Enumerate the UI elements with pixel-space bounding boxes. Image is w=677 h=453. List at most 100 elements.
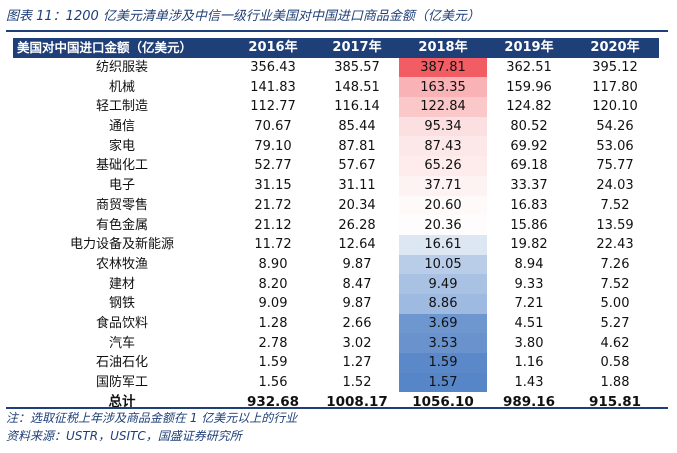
- value-cell: 2.66: [342, 315, 372, 331]
- value-cell: 21.12: [254, 217, 292, 233]
- figure-title: 图表 11：1200 亿美元清单涉及中信一级行业美国对中国进口商品金额（亿美元）: [6, 9, 480, 24]
- total-value: 1008.17: [326, 393, 388, 410]
- row-label: 电子: [108, 178, 135, 194]
- column-header: 2016年: [231, 38, 315, 58]
- row-header: 美国对中国进口金额（亿美元）: [13, 38, 231, 58]
- value-cell: 13.59: [596, 217, 634, 233]
- row-label: 农林牧渔: [95, 256, 148, 272]
- table-row: 汽车 2.78 3.02 3.53 3.80 4.62: [13, 333, 659, 353]
- value-cell: 9.87: [342, 296, 372, 312]
- table-row: 电力设备及新能源 11.72 12.64 16.61 19.82 22.43: [13, 234, 659, 255]
- value-cell: 1.16: [514, 355, 544, 371]
- value-cell: 1.27: [342, 355, 372, 371]
- total-value: 989.16: [502, 393, 556, 410]
- value-cell: 1.56: [258, 375, 288, 391]
- value-cell: 20.34: [338, 197, 376, 213]
- column-header: 2018年: [399, 38, 487, 58]
- value-cell: 87.81: [338, 138, 376, 154]
- table-row: 轻工制造 112.77 116.14 122.84 124.82 120.10: [13, 97, 659, 117]
- total-label: 总计: [108, 393, 136, 410]
- value-cell: 5.27: [600, 315, 630, 331]
- table-row: 石油石化 1.59 1.27 1.59 1.16 0.58: [13, 353, 659, 373]
- value-cell: 385.57: [334, 60, 380, 76]
- total-value: 932.68: [246, 393, 300, 410]
- value-cell: 75.77: [596, 158, 634, 174]
- value-cell: 112.77: [250, 99, 296, 115]
- value-cell: 69.18: [510, 158, 548, 174]
- value-cell: 7.21: [514, 296, 544, 312]
- value-cell: 16.83: [510, 197, 548, 213]
- row-label: 石油石化: [95, 355, 148, 371]
- value-cell: 1.43: [514, 375, 544, 391]
- value-cell: 31.15: [254, 178, 292, 194]
- value-cell: 1.28: [258, 315, 288, 331]
- highlight-cell: 1.59: [399, 353, 487, 373]
- table-header-row: 美国对中国进口金额（亿美元） 2016年 2017年 2018年 2019年 2…: [13, 38, 659, 58]
- table-row: 通信 70.67 85.44 95.34 80.52 54.26: [13, 116, 659, 137]
- import-table: 美国对中国进口金额（亿美元） 2016年 2017年 2018年 2019年 2…: [13, 38, 659, 412]
- value-cell: 1.52: [342, 375, 372, 391]
- value-cell: 8.47: [342, 276, 372, 292]
- highlight-cell: 20.60: [399, 195, 487, 216]
- value-cell: 8.20: [258, 276, 288, 292]
- highlight-cell: 8.86: [399, 293, 487, 314]
- value-cell: 9.87: [342, 256, 372, 272]
- value-cell: 4.62: [600, 335, 630, 351]
- value-cell: 85.44: [338, 119, 376, 135]
- highlight-cell: 163.35: [399, 77, 487, 98]
- value-cell: 3.80: [514, 335, 544, 351]
- value-cell: 8.94: [514, 256, 544, 272]
- value-cell: 4.51: [514, 315, 544, 331]
- value-cell: 124.82: [506, 99, 552, 115]
- value-cell: 9.09: [258, 296, 288, 312]
- row-label: 建材: [108, 276, 135, 292]
- value-cell: 80.52: [510, 119, 548, 135]
- row-label: 国防军工: [95, 375, 148, 391]
- value-cell: 12.64: [338, 237, 376, 253]
- row-label: 纺织服装: [95, 60, 148, 76]
- table-row: 机械 141.83 148.51 163.35 159.96 117.80: [13, 77, 659, 98]
- total-row: 总计 932.68 1008.17 1056.10 989.16 915.81: [13, 392, 659, 412]
- highlight-cell: 1.57: [399, 372, 487, 393]
- value-cell: 7.52: [600, 276, 630, 292]
- highlight-cell: 9.49: [399, 274, 487, 294]
- total-value: 1056.10: [412, 393, 474, 410]
- value-cell: 26.28: [338, 217, 376, 233]
- value-cell: 7.52: [600, 197, 630, 213]
- row-label: 有色金属: [95, 217, 148, 233]
- highlight-cell: 3.69: [399, 313, 487, 334]
- footnote: 注：选取征税上年涉及商品金额在 1 亿美元以上的行业: [6, 411, 298, 425]
- value-cell: 21.72: [254, 197, 292, 213]
- source-note: 资料来源：USTR，USITC，国盛证券研究所: [6, 429, 242, 443]
- row-label: 电力设备及新能源: [69, 237, 174, 253]
- highlight-cell: 3.53: [399, 333, 487, 353]
- title-rule: [6, 30, 668, 32]
- value-cell: 7.26: [600, 256, 630, 272]
- highlight-cell: 37.71: [399, 175, 487, 196]
- column-header: 2019年: [487, 38, 571, 58]
- value-cell: 117.80: [592, 79, 638, 95]
- total-value: 915.81: [588, 393, 642, 410]
- table-row: 基础化工 52.77 57.67 65.26 69.18 75.77: [13, 156, 659, 176]
- value-cell: 54.26: [596, 119, 634, 135]
- bottom-rule: [6, 407, 668, 409]
- table-row: 有色金属 21.12 26.28 20.36 15.86 13.59: [13, 215, 659, 235]
- row-label: 商贸零售: [95, 197, 148, 213]
- value-cell: 141.83: [250, 79, 296, 95]
- table-row: 家电 79.10 87.81 87.43 69.92 53.06: [13, 136, 659, 157]
- highlight-cell: 122.84: [399, 97, 487, 117]
- value-cell: 159.96: [506, 79, 552, 95]
- value-cell: 1.59: [258, 355, 288, 371]
- value-cell: 15.86: [510, 217, 548, 233]
- value-cell: 19.82: [510, 237, 548, 253]
- row-label: 钢铁: [108, 296, 135, 312]
- table-body: 纺织服装 356.43 385.57 387.81 362.51 395.12 机械 141.…: [13, 57, 659, 412]
- table-row: 电子 31.15 31.11 37.71 33.37 24.03: [13, 175, 659, 196]
- value-cell: 0.58: [600, 355, 630, 371]
- value-cell: 148.51: [334, 79, 380, 95]
- highlight-cell: 65.26: [399, 156, 487, 176]
- value-cell: 1.88: [600, 375, 630, 391]
- value-cell: 52.77: [254, 158, 292, 174]
- value-cell: 57.67: [338, 158, 376, 174]
- column-header: 2017年: [315, 38, 399, 58]
